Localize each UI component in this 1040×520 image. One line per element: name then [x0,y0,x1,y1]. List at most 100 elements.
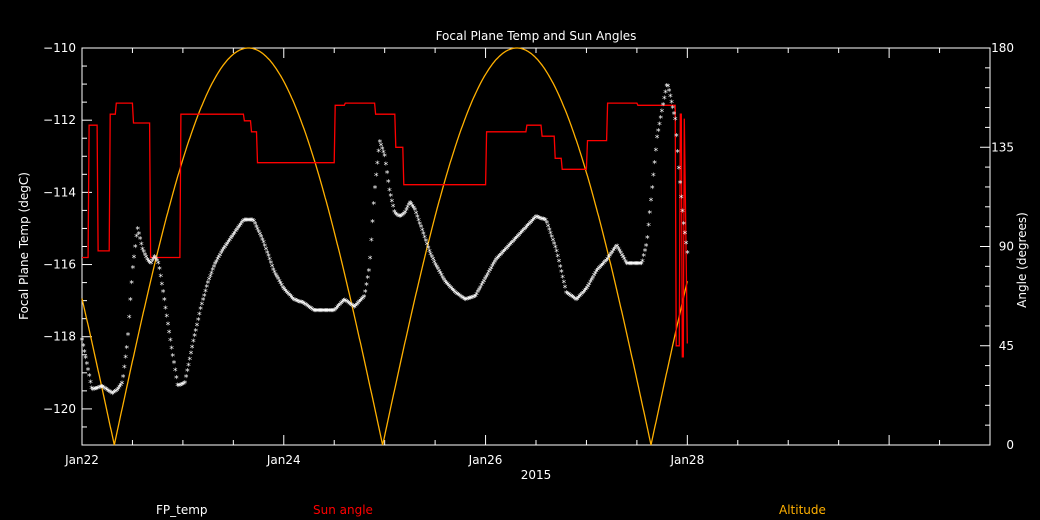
fp-temp-point: * [454,290,459,300]
fp-temp-point: * [209,270,214,280]
fp-temp-point: * [420,227,425,237]
fp-temp-point: * [267,256,272,266]
fp-temp-point: * [312,307,317,317]
fp-temp-point: * [284,289,289,299]
fp-temp-point: * [122,364,127,374]
y-right-tick-label: 90 [999,240,1014,254]
fp-temp-point: * [386,178,391,188]
fp-temp-point: * [295,298,300,308]
fp-temp-point: * [356,300,361,310]
fp-temp-point: * [637,261,642,271]
fp-temp-point: * [433,261,438,271]
fp-temp-point: * [376,148,381,158]
fp-temp-point: * [328,307,333,317]
fp-temp-point: * [94,385,99,395]
fp-temp-point: * [139,241,144,251]
fp-temp-point: * [616,245,621,255]
fp-temp-point: * [399,212,404,222]
fp-temp-point: * [88,379,93,389]
fp-temp-point: * [345,299,350,309]
fp-temp-point: * [97,384,102,394]
fp-temp-point: * [597,265,602,275]
fp-temp-point: * [443,279,448,289]
fp-temp-point: * [352,304,357,314]
fp-temp-point: * [258,231,263,241]
fp-temp-point: * [364,281,369,291]
fp-temp-point: * [560,274,565,284]
fp-temp-point: * [155,258,160,268]
fp-temp-point: * [227,237,232,247]
fp-temp-point: * [663,89,668,99]
fp-temp-point: * [116,385,121,395]
fp-temp-point: * [632,261,637,271]
fp-temp-point: * [112,389,117,399]
fp-temp-point: * [623,258,628,268]
fp-temp-point: * [129,279,134,289]
fp-temp-point: * [229,235,234,245]
fp-temp-point: * [648,210,653,220]
fp-temp-point: * [243,217,248,227]
fp-temp-point: * [140,246,145,256]
fp-temp-point: * [80,336,85,346]
fp-temp-point: * [669,99,674,109]
fp-temp-point: * [206,279,211,289]
y-right-tick-label: 0 [1006,438,1014,452]
fp-temp-point: * [169,345,174,355]
fp-temp-point: * [586,283,591,293]
plot-frame [81,47,991,446]
fp-temp-point: * [551,237,556,247]
fp-temp-point: * [303,301,308,311]
y-axis-right-label: Angle (degrees) [1015,212,1029,308]
fp-temp-point: * [411,205,416,215]
fp-temp-point: * [349,301,354,311]
fp-temp-point: * [120,380,125,390]
fp-temp-point: * [681,220,686,230]
fp-temp-point: * [103,385,108,395]
fp-temp-point: * [685,250,690,260]
fp-temp-point: * [499,251,504,261]
fp-temp-point: * [150,258,155,268]
fp-temp-point: * [151,255,156,265]
fp-temp-point: * [281,284,286,294]
fp-temp-point: * [95,385,100,395]
fp-temp-point: * [519,229,524,239]
fp-temp-point: * [381,149,386,159]
fp-temp-point: * [301,300,306,310]
fp-temp-point: * [405,204,410,214]
fp-temp-point: * [158,273,163,283]
fp-temp-point: * [477,287,482,297]
fp-temp-point: * [574,296,579,306]
fp-temp-point: * [672,110,677,120]
fp-temp-point: * [254,223,259,233]
fp-temp-point: * [395,211,400,221]
fp-temp-point: * [387,187,392,197]
fp-temp-point: * [438,270,443,280]
fp-temp-point: * [241,218,246,228]
fp-temp-point: * [123,354,128,364]
fp-temp-point: * [230,233,235,243]
fp-temp-point: * [288,293,293,303]
fp-temp-point: * [275,274,280,284]
fp-temp-point: * [455,291,460,301]
fp-temp-point: * [500,250,505,260]
fp-temp-point: * [409,201,414,211]
y-left-tick-label: −116 [43,258,76,272]
fp-temp-point: * [517,232,522,242]
fp-temp-point: * [678,180,683,190]
fp-temp-point: * [137,231,142,241]
fp-temp-point: * [506,244,511,254]
fp-temp-point: * [673,116,678,126]
fp-temp-point: * [125,345,130,355]
fp-temp-point: * [375,160,380,170]
fp-temp-point: * [106,388,111,398]
fp-temp-point: * [534,214,539,224]
fp-temp-point: * [553,244,558,254]
fp-temp-point: * [495,255,500,265]
fp-temp-point: * [306,303,311,313]
fp-temp-point: * [172,360,177,370]
fp-temp-point: * [213,261,218,271]
fp-temp-point: * [450,286,455,296]
fp-temp-point: * [595,266,600,276]
fp-temp-point: * [494,257,499,267]
fp-temp-point: * [358,297,363,307]
